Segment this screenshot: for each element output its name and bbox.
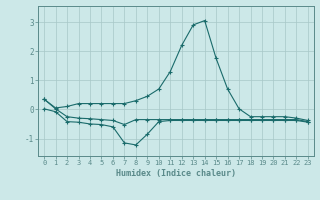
X-axis label: Humidex (Indice chaleur): Humidex (Indice chaleur) (116, 169, 236, 178)
